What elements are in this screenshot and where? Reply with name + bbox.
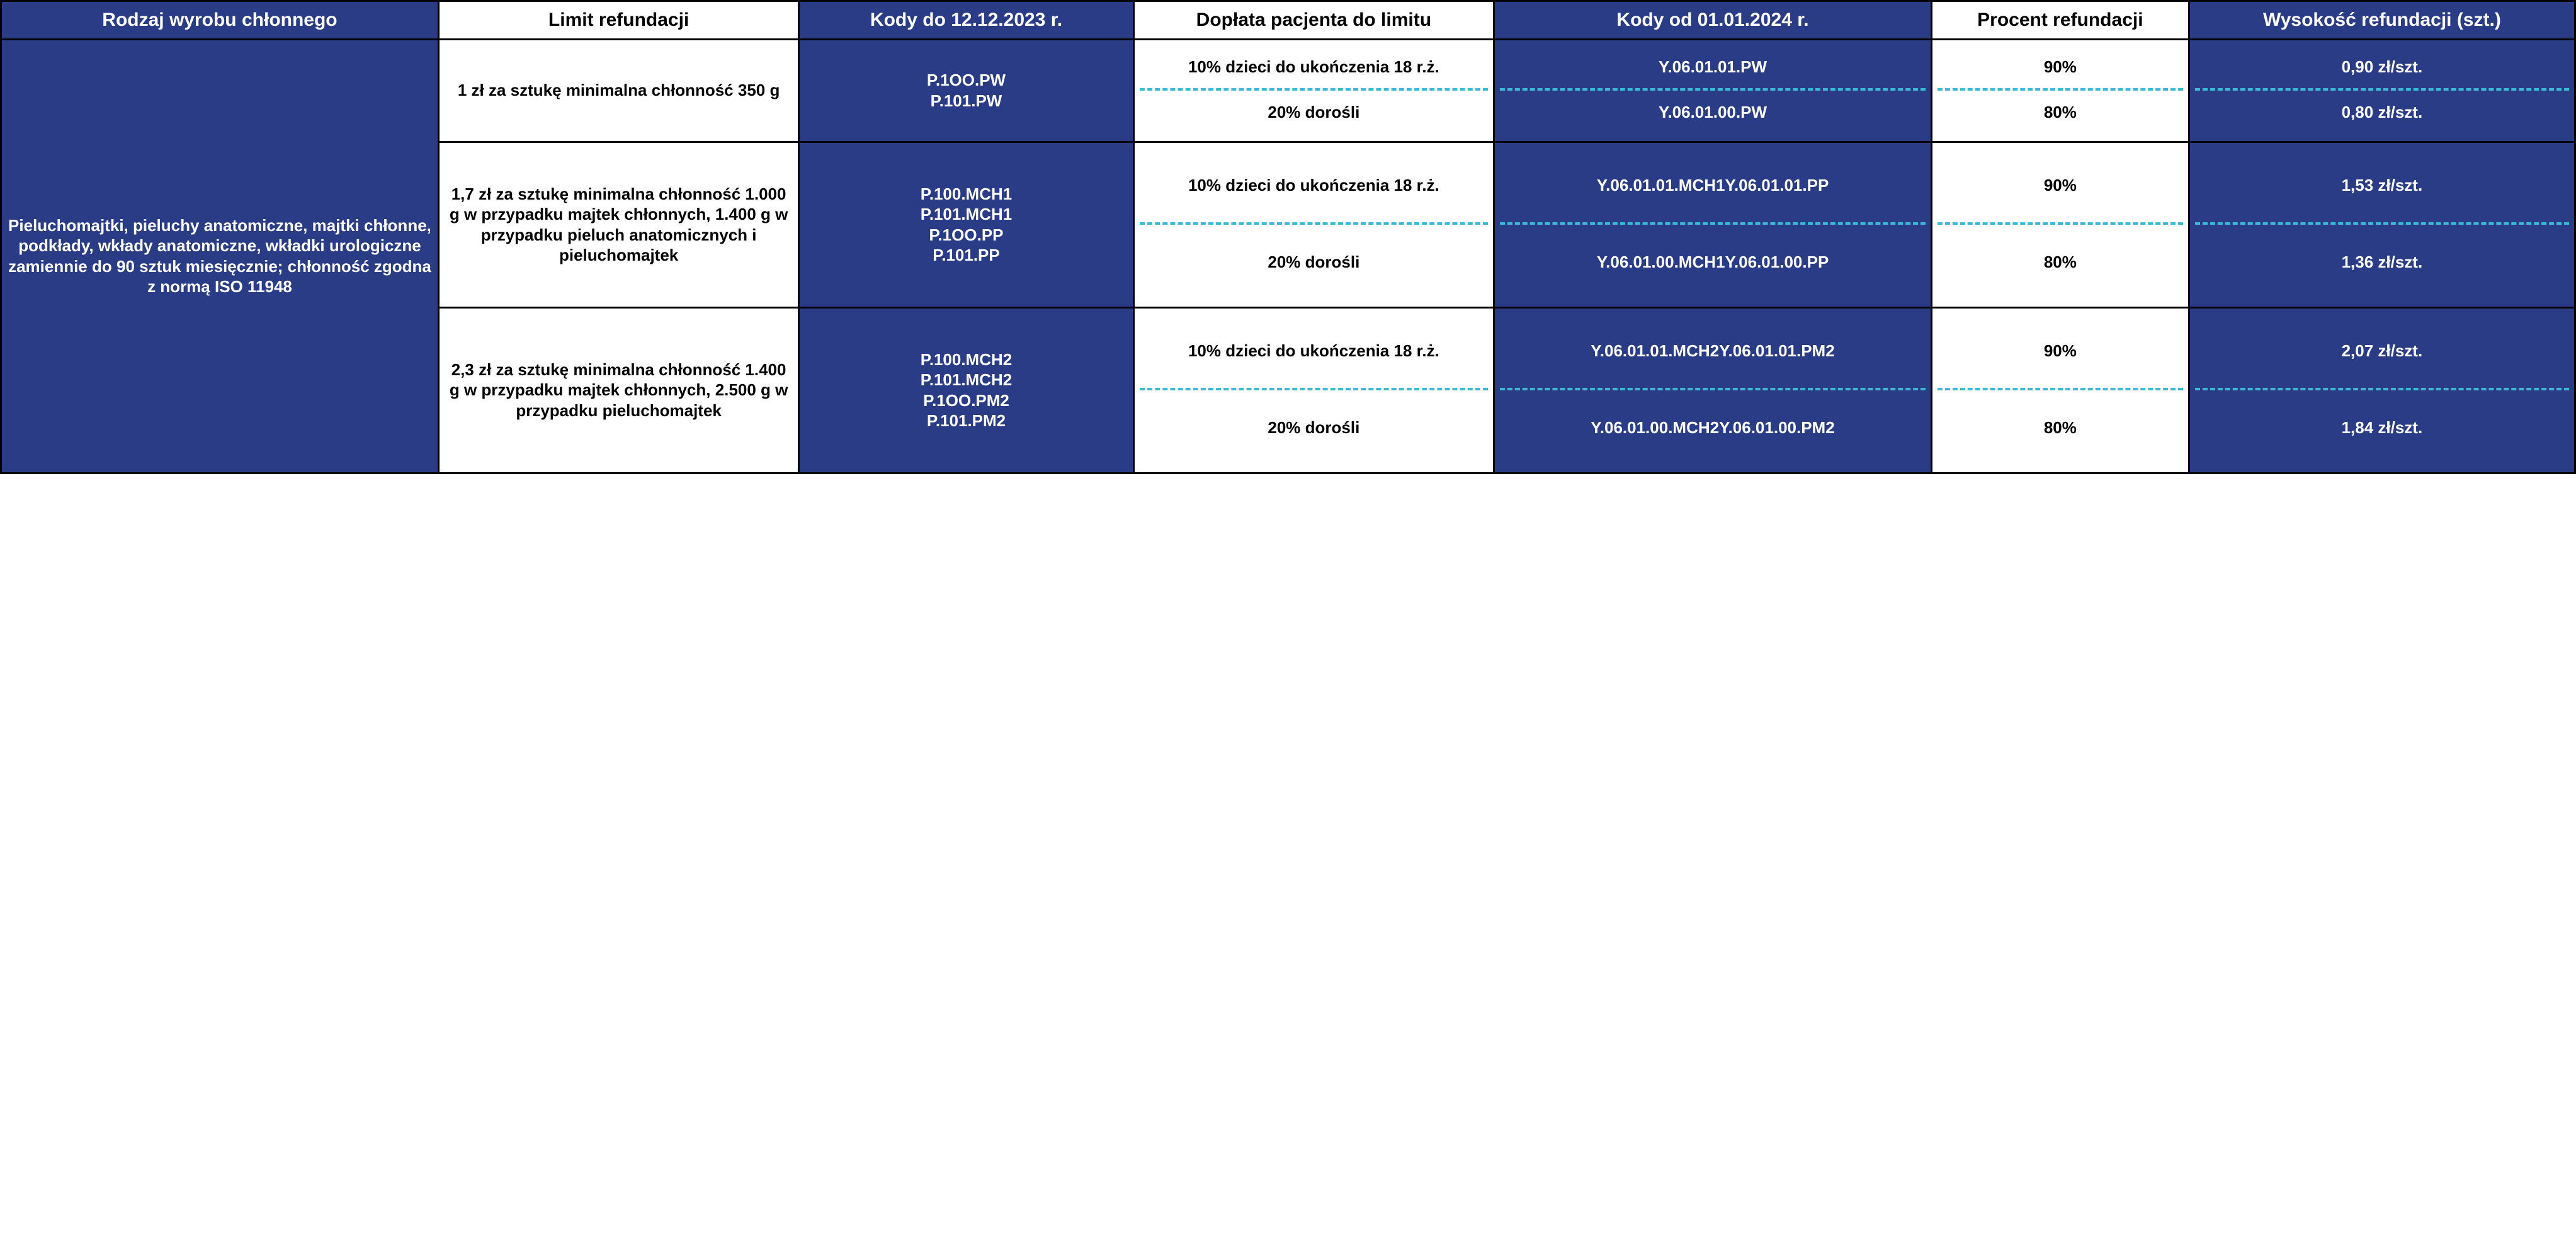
percent-top: 90% [1938,315,2183,390]
table-row: Pieluchomajtki, pieluchy anatomiczne, ma… [1,39,2575,142]
code-old: P.101.MCH1 [805,204,1127,225]
cell-patient: 10% dzieci do ukończenia 18 r.ż. 20% dor… [1133,39,1494,142]
code-new: Y.06.01.00.PP [1725,252,1829,273]
code-new: Y.06.01.01.MCH2 [1591,341,1719,361]
code-old: P.101.PM2 [805,411,1127,431]
percent-bottom: 80% [1938,91,2183,135]
codes-new-top: Y.06.01.01.MCH2 Y.06.01.01.PM2 [1500,315,1926,390]
cell-codes-old: P.100.MCH2 P.101.MCH2 P.1OO.PM2 P.101.PM… [799,307,1133,473]
code-new: Y.06.01.00.PM2 [1719,417,1835,438]
percent-top: 90% [1938,47,2183,91]
patient-top: 10% dzieci do ukończenia 18 r.ż. [1140,47,1488,91]
cell-amount: 1,53 zł/szt. 1,36 zł/szt. [2189,142,2575,307]
cell-limit: 1,7 zł za sztukę minimalna chłonność 1.0… [438,142,798,307]
cell-codes-new: Y.06.01.01.MCH1 Y.06.01.01.PP Y.06.01.00… [1494,142,1932,307]
col-header-limit: Limit refundacji [438,1,798,40]
amount-top: 0,90 zł/szt. [2195,47,2569,91]
codes-new-bottom: Y.06.01.00.MCH2 Y.06.01.00.PM2 [1500,390,1926,466]
col-header-amount: Wysokość refundacji (szt.) [2189,1,2575,40]
cell-codes-new: Y.06.01.01.MCH2 Y.06.01.01.PM2 Y.06.01.0… [1494,307,1932,473]
code-old: P.101.PW [805,91,1127,111]
amount-bottom: 1,36 zł/szt. [2195,225,2569,300]
code-old: P.1OO.PM2 [805,390,1127,411]
codes-new-top: Y.06.01.01.MCH1 Y.06.01.01.PP [1500,149,1926,225]
col-header-codes-new: Kody od 01.01.2024 r. [1494,1,1932,40]
percent-top: 90% [1938,149,2183,225]
amount-top: 2,07 zł/szt. [2195,315,2569,390]
col-header-patient: Dopłata pacjenta do limitu [1133,1,1494,40]
amount-bottom: 0,80 zł/szt. [2195,91,2569,135]
cell-codes-old: P.1OO.PW P.101.PW [799,39,1133,142]
cell-amount: 2,07 zł/szt. 1,84 zł/szt. [2189,307,2575,473]
cell-patient: 10% dzieci do ukończenia 18 r.ż. 20% dor… [1133,307,1494,473]
row-label-product: Pieluchomajtki, pieluchy anatomiczne, ma… [1,39,439,473]
code-old: P.101.MCH2 [805,370,1127,390]
codes-new-bottom: Y.06.01.00.MCH1 Y.06.01.00.PP [1500,225,1926,300]
patient-bottom: 20% dorośli [1140,390,1488,466]
patient-top: 10% dzieci do ukończenia 18 r.ż. [1140,315,1488,390]
code-old: P.100.MCH2 [805,349,1127,370]
cell-limit: 1 zł za sztukę minimalna chłonność 350 g [438,39,798,142]
codes-new-bottom: Y.06.01.00.PW [1500,91,1926,135]
amount-top: 1,53 zł/szt. [2195,149,2569,225]
code-new: Y.06.01.00.MCH1 [1597,252,1725,273]
cell-codes-new: Y.06.01.01.PW Y.06.01.00.PW [1494,39,1932,142]
col-header-product: Rodzaj wyrobu chłonnego [1,1,439,40]
cell-percent: 90% 80% [1931,39,2189,142]
patient-top: 10% dzieci do ukończenia 18 r.ż. [1140,149,1488,225]
code-new: Y.06.01.00.MCH2 [1591,417,1719,438]
code-old: P.101.PP [805,245,1127,266]
code-new: Y.06.01.01.PM2 [1719,341,1835,361]
code-new: Y.06.01.01.PP [1725,175,1829,196]
amount-bottom: 1,84 zł/szt. [2195,390,2569,466]
cell-codes-old: P.100.MCH1 P.101.MCH1 P.1OO.PP P.101.PP [799,142,1133,307]
percent-bottom: 80% [1938,390,2183,466]
cell-amount: 0,90 zł/szt. 0,80 zł/szt. [2189,39,2575,142]
col-header-codes-old: Kody do 12.12.2023 r. [799,1,1133,40]
patient-bottom: 20% dorośli [1140,225,1488,300]
code-old: P.100.MCH1 [805,184,1127,205]
patient-bottom: 20% dorośli [1140,91,1488,135]
cell-patient: 10% dzieci do ukończenia 18 r.ż. 20% dor… [1133,142,1494,307]
cell-percent: 90% 80% [1931,142,2189,307]
code-new: Y.06.01.01.MCH1 [1597,175,1725,196]
codes-new-top: Y.06.01.01.PW [1500,47,1926,91]
table-header-row: Rodzaj wyrobu chłonnego Limit refundacji… [1,1,2575,40]
cell-percent: 90% 80% [1931,307,2189,473]
cell-limit: 2,3 zł za sztukę minimalna chłonność 1.4… [438,307,798,473]
code-old: P.1OO.PW [805,70,1127,91]
refund-table: Rodzaj wyrobu chłonnego Limit refundacji… [0,0,2576,474]
code-old: P.1OO.PP [805,225,1127,246]
percent-bottom: 80% [1938,225,2183,300]
col-header-percent: Procent refundacji [1931,1,2189,40]
